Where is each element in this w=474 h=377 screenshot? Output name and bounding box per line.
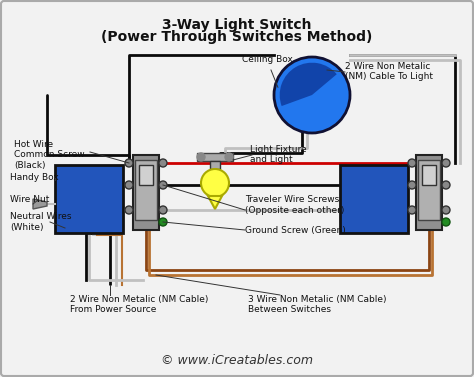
Bar xyxy=(210,161,220,169)
Text: 3 Wire Non Metalic (NM Cable)
Between Switches: 3 Wire Non Metalic (NM Cable) Between Sw… xyxy=(248,295,386,314)
Text: (Power Through Switches Method): (Power Through Switches Method) xyxy=(101,30,373,44)
Circle shape xyxy=(408,206,416,214)
Bar xyxy=(139,165,153,185)
Circle shape xyxy=(159,159,167,167)
Bar xyxy=(135,160,157,220)
Circle shape xyxy=(408,159,416,167)
Text: Neutral Wires
(White): Neutral Wires (White) xyxy=(10,212,72,232)
Circle shape xyxy=(225,153,233,161)
Bar xyxy=(418,160,440,220)
Bar xyxy=(55,165,123,233)
Text: Wire Nut: Wire Nut xyxy=(10,196,49,204)
Text: © www.iCreatables.com: © www.iCreatables.com xyxy=(161,354,313,366)
Circle shape xyxy=(197,153,205,161)
Circle shape xyxy=(125,159,133,167)
Text: Light Fixture
and Light: Light Fixture and Light xyxy=(250,145,307,164)
Polygon shape xyxy=(33,199,47,209)
Bar xyxy=(197,153,233,161)
Bar xyxy=(340,165,408,233)
Circle shape xyxy=(442,181,450,189)
Circle shape xyxy=(125,181,133,189)
Text: 3-Way Light Switch: 3-Way Light Switch xyxy=(162,18,312,32)
Circle shape xyxy=(159,181,167,189)
Bar xyxy=(422,165,436,185)
Bar xyxy=(416,155,442,230)
Circle shape xyxy=(442,218,450,226)
Circle shape xyxy=(442,159,450,167)
Circle shape xyxy=(201,169,229,197)
Wedge shape xyxy=(280,63,337,106)
Polygon shape xyxy=(208,196,222,209)
Text: Hot Wire
Common Screw
(Black): Hot Wire Common Screw (Black) xyxy=(14,140,85,170)
Circle shape xyxy=(408,181,416,189)
Circle shape xyxy=(442,206,450,214)
Text: Ceiling Box: Ceiling Box xyxy=(242,55,292,87)
Bar xyxy=(133,155,159,230)
Circle shape xyxy=(274,57,350,133)
Text: Traveler Wire Screws
(Opposite each other): Traveler Wire Screws (Opposite each othe… xyxy=(245,195,345,215)
Circle shape xyxy=(159,218,167,226)
Text: 2 Wire Non Metalic
(NM) Cable To Light: 2 Wire Non Metalic (NM) Cable To Light xyxy=(345,62,433,81)
Text: Handy Box: Handy Box xyxy=(10,173,59,182)
Circle shape xyxy=(125,206,133,214)
Text: 2 Wire Non Metalic (NM Cable)
From Power Source: 2 Wire Non Metalic (NM Cable) From Power… xyxy=(70,295,209,314)
Circle shape xyxy=(159,206,167,214)
Text: Ground Screw (Green): Ground Screw (Green) xyxy=(245,225,346,234)
